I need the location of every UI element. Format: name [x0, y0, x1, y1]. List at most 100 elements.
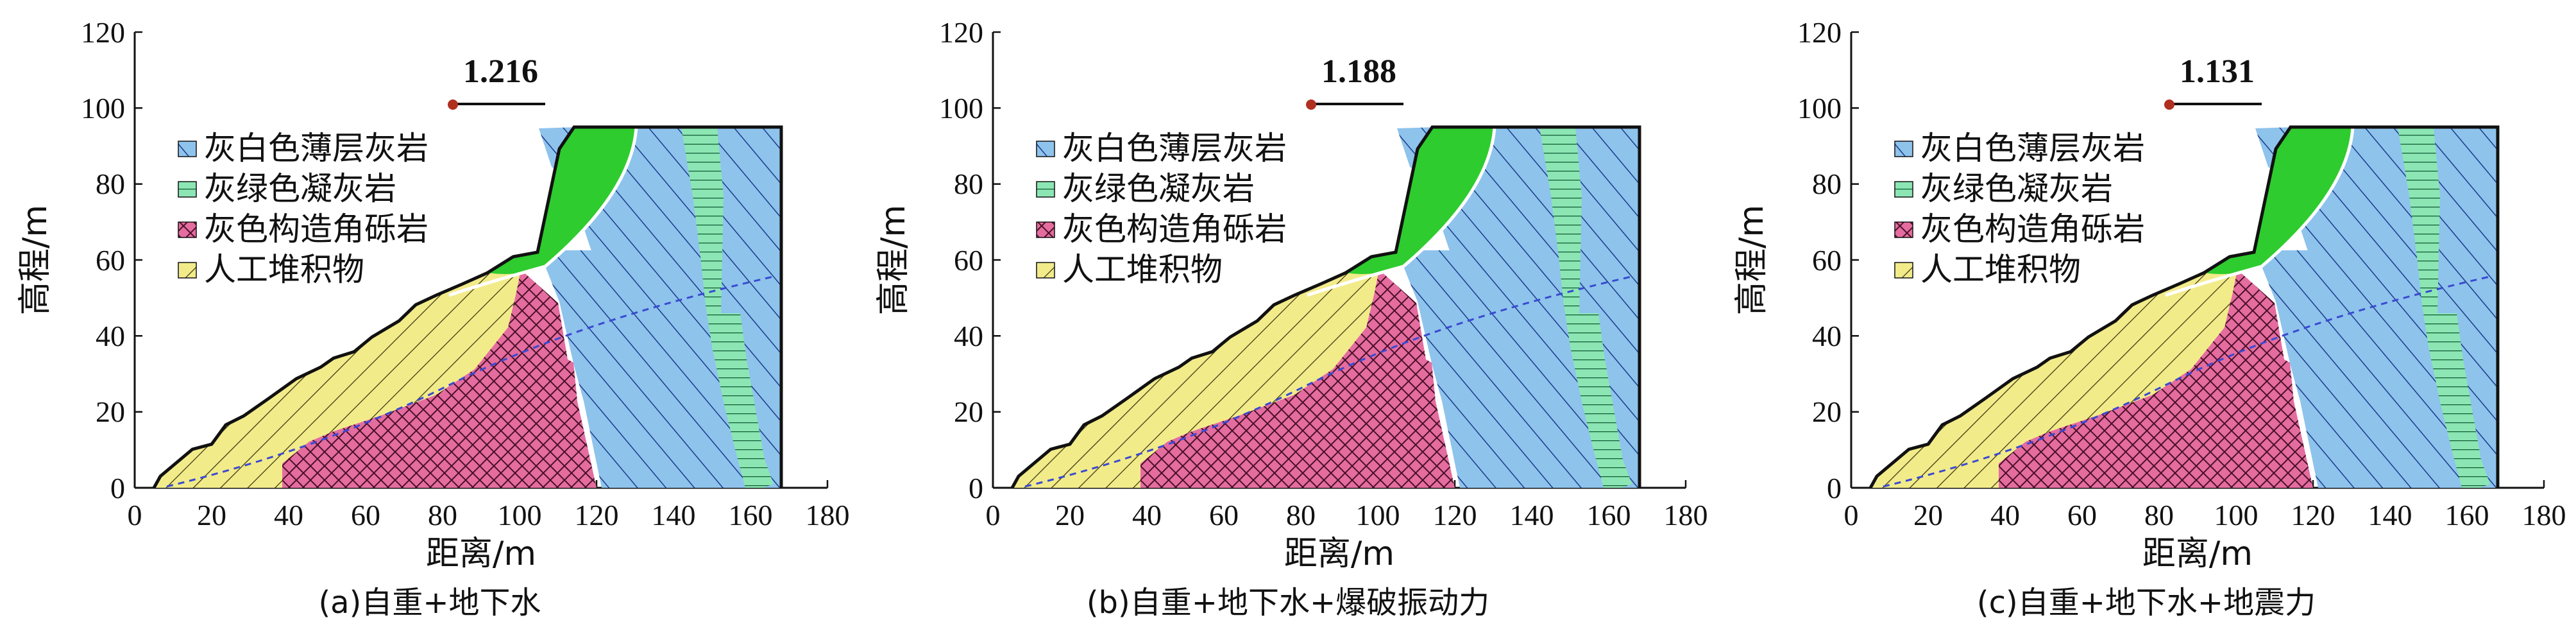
panel-caption: (c)自重+地下水+地震力 — [1977, 585, 2316, 621]
slope-section-c: 0 20 40 60 80 100 120 140 160 180 0 20 4… — [1733, 16, 2566, 621]
section-body — [1012, 126, 1640, 488]
legend-label: 人工堆积物 — [204, 251, 364, 288]
x-tick-label: 140 — [1510, 499, 1554, 531]
y-tick-label: 60 — [954, 244, 983, 277]
slip-surface — [2165, 126, 2355, 297]
x-tick-label: 120 — [1433, 499, 1477, 531]
x-tick-label: 60 — [1209, 499, 1239, 531]
y-tick-label: 80 — [96, 168, 125, 200]
legend-label: 灰绿色凝灰岩 — [204, 170, 396, 207]
tuff-band — [681, 127, 774, 488]
x-axis-title: 距离/m — [1284, 535, 1394, 573]
section-body — [154, 126, 781, 488]
legend-swatch — [178, 141, 197, 157]
legend-swatch — [178, 262, 197, 279]
y-tick-label: 40 — [96, 320, 125, 352]
slip-surface — [1307, 126, 1496, 297]
y-ticks — [993, 31, 1001, 489]
slip-zone — [1346, 127, 1495, 275]
slip-circle-center — [1306, 99, 1316, 110]
x-tick-label: 80 — [2144, 499, 2174, 531]
x-tick-label: 180 — [806, 499, 850, 531]
legend-label: 灰白色薄层灰岩 — [1062, 130, 1287, 167]
limestone-layer-lower — [1397, 250, 1532, 488]
y-tick-label: 20 — [1812, 395, 1842, 428]
y-axis-title: 高程/m — [1733, 205, 1771, 315]
slip-circle-center — [448, 99, 458, 110]
x-tick-label: 140 — [652, 499, 696, 531]
slip-zone — [2204, 127, 2353, 275]
legend-swatch — [178, 221, 197, 238]
fill-deposit — [1012, 263, 1379, 488]
x-axis-title: 距离/m — [2142, 535, 2253, 573]
x-tick-label: 40 — [1990, 499, 2020, 531]
y-tick-label: 100 — [939, 92, 983, 125]
y-tick-label: 120 — [939, 16, 983, 49]
fill-deposit — [1870, 263, 2237, 488]
x-tick-label: 20 — [197, 499, 226, 531]
y-tick-label: 0 — [969, 472, 983, 504]
legend-label: 灰色构造角砾岩 — [204, 211, 428, 248]
limestone-layer-lower — [539, 250, 674, 488]
legend-label: 灰绿色凝灰岩 — [1062, 170, 1255, 207]
x-tick-label: 180 — [2522, 499, 2566, 531]
x-tick-label: 100 — [1356, 499, 1400, 531]
y-tick-label: 20 — [954, 395, 983, 428]
x-tick-label: 180 — [1664, 499, 1708, 531]
legend-swatch — [1894, 221, 1913, 238]
y-tick-label: 20 — [96, 395, 125, 428]
panel-caption: (a)自重+地下水 — [318, 585, 541, 621]
legend-swatch — [1894, 181, 1913, 198]
x-tick-label: 160 — [729, 499, 773, 531]
safety-factor: 1.131 — [2180, 53, 2255, 90]
y-axis-title: 高程/m — [16, 205, 55, 315]
legend-label: 灰白色薄层灰岩 — [1920, 130, 2145, 167]
panel-a: 0 20 40 60 80 100 120 140 160 180 0 20 4… — [0, 0, 860, 629]
x-axis-title: 距离/m — [426, 535, 536, 573]
safety-factor: 1.216 — [463, 53, 538, 90]
legend-label: 灰绿色凝灰岩 — [1920, 170, 2113, 207]
slope-profile — [1868, 125, 2500, 489]
x-tick-label: 40 — [274, 499, 303, 531]
legend: 灰白色薄层灰岩 灰绿色凝灰岩 灰色构造角砾岩 人工堆积物 — [1036, 130, 1287, 288]
x-tick-label: 0 — [1844, 499, 1859, 531]
legend-label: 人工堆积物 — [1062, 251, 1223, 288]
fill-deposit — [154, 263, 521, 488]
legend-swatch — [1036, 141, 1055, 157]
y-tick-label: 0 — [110, 472, 125, 504]
groundwater-line — [166, 275, 777, 488]
slope-profile — [1010, 125, 1641, 489]
x-tick-label: 60 — [351, 499, 380, 531]
y-tick-label: 0 — [1827, 472, 1842, 504]
tuff-band — [2398, 127, 2490, 488]
legend-label: 人工堆积物 — [1920, 251, 2081, 288]
legend-label: 灰白色薄层灰岩 — [204, 130, 428, 167]
x-tick-label: 160 — [1587, 499, 1631, 531]
x-tick-label: 0 — [986, 499, 1001, 531]
groundwater-line — [1024, 275, 1635, 488]
panel-b: 0 20 40 60 80 100 120 140 160 180 0 20 4… — [858, 0, 1718, 629]
legend-swatch — [1894, 141, 1913, 157]
legend-swatch — [1036, 221, 1055, 238]
y-tick-label: 120 — [1797, 16, 1842, 49]
y-tick-label: 120 — [81, 16, 125, 49]
x-tick-label: 120 — [2291, 499, 2335, 531]
slope-section-a: 0 20 40 60 80 100 120 140 160 180 0 20 4… — [16, 16, 850, 621]
x-tick-label: 100 — [498, 499, 542, 531]
limestone-layer-lower — [2255, 250, 2390, 488]
x-tick-label: 80 — [428, 499, 457, 531]
x-tick-label: 80 — [1286, 499, 1316, 531]
legend-swatch — [1036, 262, 1055, 279]
y-axis-title: 高程/m — [874, 205, 913, 315]
y-tick-label: 60 — [1812, 244, 1842, 277]
legend-label: 灰色构造角砾岩 — [1920, 211, 2145, 248]
panel-c: 0 20 40 60 80 100 120 140 160 180 0 20 4… — [1716, 0, 2576, 629]
tuff-band — [1539, 127, 1632, 488]
y-tick-label: 80 — [1812, 168, 1842, 200]
x-tick-label: 100 — [2214, 499, 2258, 531]
legend-swatch — [178, 181, 197, 198]
y-ticks — [135, 31, 142, 489]
safety-factor: 1.188 — [1321, 53, 1396, 90]
groundwater-line — [1883, 275, 2493, 488]
x-tick-label: 0 — [128, 499, 142, 531]
